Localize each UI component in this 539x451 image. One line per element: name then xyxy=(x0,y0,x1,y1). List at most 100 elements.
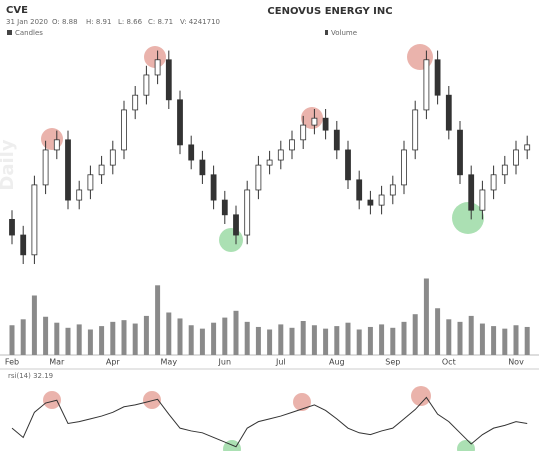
chart-title: CENOVUS ENERGY INC xyxy=(267,6,392,17)
volume-bar xyxy=(323,328,329,355)
legend-icon xyxy=(325,30,328,35)
x-tick-label: Jun xyxy=(218,358,232,367)
volume-bar xyxy=(233,310,239,355)
volume-bar xyxy=(222,317,228,355)
volume-bar xyxy=(155,285,161,355)
trough-circle xyxy=(452,202,484,234)
ohlc-field: L: 8.66 xyxy=(118,18,143,26)
candle-body xyxy=(199,159,206,176)
volume-bar xyxy=(446,319,452,355)
x-tick-label: Aug xyxy=(329,358,345,367)
candle-body xyxy=(266,159,273,166)
candle-body xyxy=(233,214,239,236)
candle-body xyxy=(65,139,71,201)
candle-body xyxy=(109,149,116,166)
candle-body xyxy=(210,174,217,201)
volume-bar xyxy=(244,321,250,355)
candle-body xyxy=(9,218,15,236)
x-tick-label: Mar xyxy=(49,358,65,367)
volume-bar xyxy=(367,326,373,355)
volume-bar xyxy=(524,326,530,355)
volume-bar xyxy=(166,312,172,355)
candle-body xyxy=(20,234,27,256)
candle-body xyxy=(524,144,531,151)
volume-bar xyxy=(513,325,519,355)
symbol: CVE xyxy=(6,5,28,16)
candle-body xyxy=(378,194,385,206)
candle-body xyxy=(501,164,508,176)
volume-bar xyxy=(412,314,418,355)
candle-body xyxy=(98,164,105,176)
volume-bar xyxy=(491,326,497,355)
candle-body xyxy=(244,189,251,236)
candle-body xyxy=(490,174,497,191)
volume-bar xyxy=(87,329,93,355)
candle-body xyxy=(412,109,419,151)
candle-body xyxy=(300,124,307,141)
volume-bar xyxy=(423,278,429,355)
period-watermark: Daily xyxy=(0,139,18,190)
volume-bar xyxy=(345,322,351,355)
candle-body xyxy=(367,199,374,206)
legend-icon xyxy=(7,30,12,35)
x-tick-label: Feb xyxy=(5,358,19,367)
volume-bar xyxy=(300,321,306,355)
x-tick-label: Nov xyxy=(508,358,524,367)
peak-circle xyxy=(143,391,161,409)
volume-bar xyxy=(31,295,37,355)
rsi-label: rsi(14) 32.19 xyxy=(8,372,53,380)
legend-label: Candles xyxy=(15,29,43,37)
date: 31 Jan 2020 xyxy=(6,18,48,26)
volume-bar xyxy=(401,321,407,355)
candle-body xyxy=(333,129,340,151)
trough-circle xyxy=(457,440,475,451)
x-tick-label: Oct xyxy=(442,358,456,367)
volume-bar xyxy=(76,324,82,355)
ohlc-field: V: 4241710 xyxy=(180,18,220,26)
highlights xyxy=(41,44,484,451)
trough-circle xyxy=(219,228,243,252)
candle-body xyxy=(311,117,318,126)
candle-body xyxy=(177,99,183,146)
candle-body xyxy=(165,59,172,101)
volume-bar xyxy=(356,329,362,355)
candle-body xyxy=(513,149,519,166)
x-tick-label: Sep xyxy=(385,358,400,367)
candle-body xyxy=(468,174,475,211)
candle-body xyxy=(434,59,441,96)
rsi-line xyxy=(11,396,528,448)
volume-bar xyxy=(334,326,340,355)
volume-bar xyxy=(177,318,183,355)
candle-body xyxy=(322,117,329,131)
candle-body xyxy=(277,149,284,161)
volume-bar xyxy=(468,315,474,355)
volume-bar xyxy=(267,329,273,355)
candle-body xyxy=(423,59,430,111)
volume-bar xyxy=(43,316,49,355)
volume-bar xyxy=(390,327,396,355)
volume-bar xyxy=(65,327,71,355)
candle-body xyxy=(345,149,351,181)
volume-bar xyxy=(99,326,105,355)
volume-bar xyxy=(132,323,138,355)
x-tick-label: Apr xyxy=(106,358,121,367)
legend-label: Volume xyxy=(331,29,357,37)
candle-body xyxy=(356,179,363,201)
volume-bar xyxy=(20,319,26,355)
peak-circle xyxy=(293,393,311,411)
candle-body xyxy=(31,184,38,256)
candle-body xyxy=(87,174,94,191)
candle-body xyxy=(255,164,262,191)
volume-bar xyxy=(121,320,127,355)
candle-body xyxy=(76,189,83,201)
candle-body xyxy=(121,109,127,151)
volume-bar xyxy=(479,323,485,355)
x-tick-label: May xyxy=(161,358,178,367)
candle-body xyxy=(457,129,463,176)
candle-body xyxy=(401,149,407,186)
ohlc-field: H: 8.91 xyxy=(86,18,111,26)
peak-circle xyxy=(41,128,63,150)
volume-bar xyxy=(110,321,116,355)
candle-body xyxy=(188,144,195,161)
candle-body xyxy=(42,149,49,186)
